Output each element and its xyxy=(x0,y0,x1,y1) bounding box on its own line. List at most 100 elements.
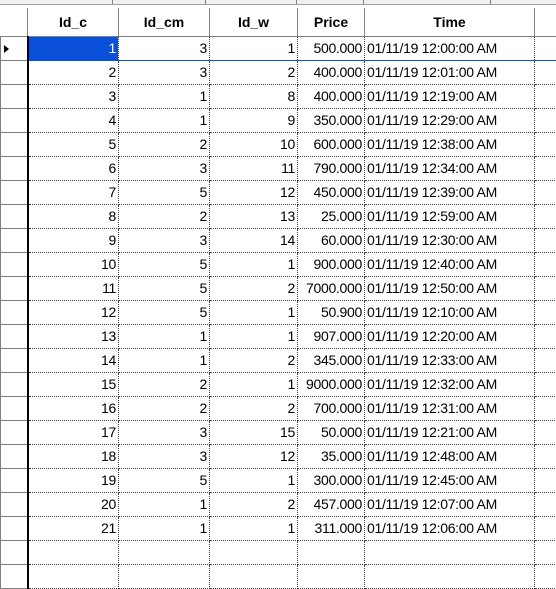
row-selector[interactable] xyxy=(1,252,28,276)
row-selector[interactable] xyxy=(1,372,28,396)
row-selector[interactable] xyxy=(1,60,28,84)
cell-id-w[interactable] xyxy=(210,540,298,564)
cell-time[interactable]: 01/11/19 12:38:00 AM xyxy=(365,132,535,156)
cell-id-cm[interactable]: 1 xyxy=(119,108,210,132)
empty-table-row[interactable] xyxy=(1,564,556,588)
cell-id-w[interactable]: 9 xyxy=(210,108,298,132)
cell-id-c[interactable] xyxy=(28,564,119,588)
cell-id-cm[interactable]: 1 xyxy=(119,324,210,348)
cell-id-cm[interactable]: 5 xyxy=(119,180,210,204)
cell-id-w[interactable]: 1 xyxy=(210,372,298,396)
cell-price[interactable]: 457.000 xyxy=(298,492,365,516)
cell-id-cm[interactable]: 5 xyxy=(119,468,210,492)
cell-id-cm[interactable] xyxy=(119,540,210,564)
cell-id-c[interactable]: 15 xyxy=(28,372,119,396)
cell-id-c[interactable] xyxy=(28,540,119,564)
cell-price[interactable]: 450.000 xyxy=(298,180,365,204)
row-selector[interactable] xyxy=(1,324,28,348)
column-header-id-c[interactable]: Id_c xyxy=(28,8,119,36)
cell-id-c[interactable]: 14 xyxy=(28,348,119,372)
cell-id-w[interactable] xyxy=(210,564,298,588)
row-selector[interactable] xyxy=(1,300,28,324)
row-selector[interactable] xyxy=(1,156,28,180)
cell-id-cm[interactable]: 3 xyxy=(119,36,210,60)
column-header-time[interactable]: Time xyxy=(365,8,535,36)
cell-id-cm[interactable]: 1 xyxy=(119,516,210,540)
cell-id-w[interactable]: 13 xyxy=(210,204,298,228)
cell-id-w[interactable]: 2 xyxy=(210,396,298,420)
row-indicator-header[interactable] xyxy=(1,8,28,36)
cell-id-w[interactable]: 2 xyxy=(210,348,298,372)
column-header-id-cm[interactable]: Id_cm xyxy=(119,8,210,36)
cell-time[interactable]: 01/11/19 12:45:00 AM xyxy=(365,468,535,492)
cell-time[interactable]: 01/11/19 12:33:00 AM xyxy=(365,348,535,372)
cell-id-w[interactable]: 14 xyxy=(210,228,298,252)
cell-price[interactable]: 50.000 xyxy=(298,420,365,444)
row-selector[interactable] xyxy=(1,420,28,444)
cell-id-c[interactable]: 11 xyxy=(28,276,119,300)
cell-id-w[interactable]: 8 xyxy=(210,84,298,108)
cell-id-w[interactable]: 2 xyxy=(210,492,298,516)
cell-price[interactable]: 311.000 xyxy=(298,516,365,540)
cell-price[interactable]: 907.000 xyxy=(298,324,365,348)
cell-id-cm[interactable]: 2 xyxy=(119,204,210,228)
cell-id-c[interactable]: 7 xyxy=(28,180,119,204)
cell-id-w[interactable]: 1 xyxy=(210,324,298,348)
cell-id-w[interactable]: 1 xyxy=(210,468,298,492)
cell-id-c[interactable]: 17 xyxy=(28,420,119,444)
cell-time[interactable] xyxy=(365,564,535,588)
cell-time[interactable]: 01/11/19 12:59:00 AM xyxy=(365,204,535,228)
cell-id-cm[interactable]: 1 xyxy=(119,84,210,108)
cell-price[interactable]: 600.000 xyxy=(298,132,365,156)
row-selector[interactable] xyxy=(1,276,28,300)
cell-id-c[interactable]: 19 xyxy=(28,468,119,492)
cell-id-c[interactable]: 16 xyxy=(28,396,119,420)
cell-time[interactable]: 01/11/19 12:10:00 AM xyxy=(365,300,535,324)
cell-time[interactable]: 01/11/19 12:07:00 AM xyxy=(365,492,535,516)
cell-time[interactable]: 01/11/19 12:01:00 AM xyxy=(365,60,535,84)
cell-id-c[interactable]: 21 xyxy=(28,516,119,540)
cell-price[interactable]: 300.000 xyxy=(298,468,365,492)
cell-id-cm[interactable]: 3 xyxy=(119,444,210,468)
cell-price[interactable]: 400.000 xyxy=(298,60,365,84)
cell-price[interactable]: 50.900 xyxy=(298,300,365,324)
cell-id-w[interactable]: 11 xyxy=(210,156,298,180)
cell-id-c[interactable]: 18 xyxy=(28,444,119,468)
row-selector[interactable] xyxy=(1,540,28,564)
cell-id-c[interactable]: 20 xyxy=(28,492,119,516)
row-selector[interactable] xyxy=(1,36,28,60)
row-selector[interactable] xyxy=(1,516,28,540)
cell-price[interactable]: 350.000 xyxy=(298,108,365,132)
cell-id-w[interactable]: 10 xyxy=(210,132,298,156)
cell-price[interactable]: 500.000 xyxy=(298,36,365,60)
cell-time[interactable]: 01/11/19 12:32:00 AM xyxy=(365,372,535,396)
row-selector[interactable] xyxy=(1,348,28,372)
cell-id-cm[interactable]: 2 xyxy=(119,132,210,156)
cell-id-cm[interactable]: 3 xyxy=(119,228,210,252)
cell-id-w[interactable]: 15 xyxy=(210,420,298,444)
cell-id-w[interactable]: 1 xyxy=(210,252,298,276)
row-selector[interactable] xyxy=(1,492,28,516)
row-selector[interactable] xyxy=(1,228,28,252)
cell-time[interactable]: 01/11/19 12:30:00 AM xyxy=(365,228,535,252)
cell-time[interactable]: 01/11/19 12:40:00 AM xyxy=(365,252,535,276)
cell-id-cm[interactable]: 3 xyxy=(119,60,210,84)
cell-price[interactable] xyxy=(298,564,365,588)
cell-price[interactable]: 700.000 xyxy=(298,396,365,420)
cell-time[interactable]: 01/11/19 12:34:00 AM xyxy=(365,156,535,180)
row-selector[interactable] xyxy=(1,204,28,228)
cell-time[interactable] xyxy=(365,540,535,564)
